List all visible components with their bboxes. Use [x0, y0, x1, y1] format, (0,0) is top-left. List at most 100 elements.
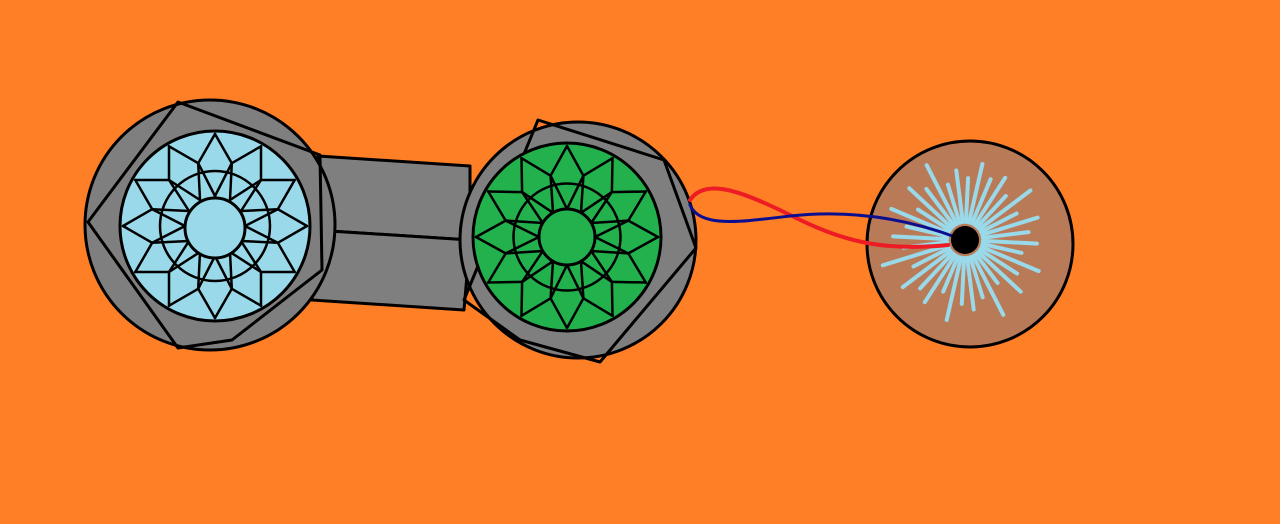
facet-line: [276, 224, 309, 245]
starburst-ray: [979, 245, 1041, 274]
right-unit: [458, 118, 698, 364]
facet-line: [167, 239, 191, 274]
facet-line: [228, 250, 263, 274]
facet-line: [589, 190, 614, 225]
facet-line: [474, 235, 507, 255]
facet-line: [589, 249, 630, 255]
blue-wire: [688, 203, 960, 240]
facet-line: [520, 190, 545, 225]
facet-line: [196, 254, 217, 291]
bridge-lower: [310, 228, 472, 312]
starburst-ray: [918, 251, 955, 291]
left-facet-lines: [121, 132, 309, 320]
starburst-ray: [972, 175, 1008, 227]
facet-line: [167, 145, 200, 165]
facet-ring: [158, 169, 272, 283]
facet-line: [486, 190, 507, 222]
facet-line: [213, 287, 234, 320]
facet-line: [213, 254, 234, 291]
starburst-ray: [891, 234, 949, 242]
facet-line: [134, 178, 154, 211]
facet-line: [276, 241, 296, 274]
facet-line: [213, 132, 234, 165]
wires: [688, 186, 960, 249]
facet-line: [549, 259, 555, 300]
starburst-ray: [970, 177, 993, 226]
starburst-ray: [981, 238, 1039, 246]
facet-line: [239, 207, 280, 213]
facet-line: [610, 190, 648, 194]
facet-line: [239, 239, 263, 274]
facet-line: [134, 241, 154, 274]
facet-line: [167, 250, 202, 274]
facet-line: [565, 263, 585, 300]
facet-line: [150, 207, 191, 213]
starburst-ray: [980, 242, 1024, 255]
starburst-ray: [965, 255, 976, 312]
facet-line: [474, 219, 507, 239]
facet-line: [486, 190, 524, 194]
facet-line: [228, 178, 263, 202]
facet-line: [520, 280, 524, 318]
starburst-ray: [916, 207, 952, 233]
facet-line: [565, 144, 585, 177]
starburst-ray: [973, 252, 1000, 285]
starburst-ray: [967, 162, 985, 225]
starburst-ray: [900, 248, 953, 290]
facet-line: [610, 280, 648, 284]
starburst-ray: [904, 224, 950, 238]
facet-line: [230, 287, 263, 307]
facet-line: [504, 235, 541, 255]
facet-line: [549, 174, 569, 211]
facet-line: [610, 156, 614, 194]
starburst-ray: [963, 176, 971, 224]
facet-line: [579, 190, 614, 215]
starburst-ray: [945, 182, 962, 225]
facet-line: [593, 235, 630, 255]
facet-line: [486, 280, 524, 284]
starburst-ray: [975, 194, 1008, 229]
facet-line: [520, 297, 552, 318]
starburst-ray: [980, 215, 1040, 237]
facet-line: [627, 219, 660, 239]
facet-line: [504, 249, 545, 255]
facet-line: [486, 252, 507, 284]
right-facet-lines: [474, 144, 660, 330]
facet-line: [627, 235, 660, 255]
facet-line: [150, 239, 191, 245]
starburst-ray: [980, 230, 1031, 240]
facet-line: [196, 250, 202, 291]
starburst-ray: [971, 254, 1006, 317]
facet-line: [582, 297, 614, 318]
starburst-ray: [954, 168, 965, 225]
facet-line: [243, 207, 280, 228]
facet-line: [121, 224, 154, 245]
facet-line: [167, 287, 200, 307]
starburst-ray: [880, 243, 950, 268]
starburst-ray: [944, 255, 963, 322]
facet-line: [589, 219, 630, 225]
facet-line: [593, 219, 630, 239]
starburst-ray: [911, 246, 951, 269]
facet-line: [243, 224, 280, 245]
facet-line: [520, 156, 552, 177]
right-hexagon: [462, 118, 698, 364]
starburst-rays: [880, 162, 1041, 322]
facet-line: [565, 297, 585, 330]
facet-line: [610, 280, 614, 318]
facet-line: [579, 259, 585, 300]
facet-line: [549, 263, 569, 300]
starburst-ray: [979, 211, 1019, 234]
facet-line: [150, 224, 187, 245]
facet-line: [121, 207, 154, 228]
facet-line: [196, 132, 217, 165]
facet-line: [549, 174, 555, 215]
facet-line: [196, 161, 217, 198]
facet-line: [196, 287, 217, 320]
starburst-ray: [907, 186, 954, 230]
facet-line: [228, 161, 234, 202]
starburst-ray: [924, 163, 959, 226]
left-hexagon: [86, 100, 324, 350]
facet-line: [520, 190, 555, 215]
facet-line: [565, 174, 585, 211]
